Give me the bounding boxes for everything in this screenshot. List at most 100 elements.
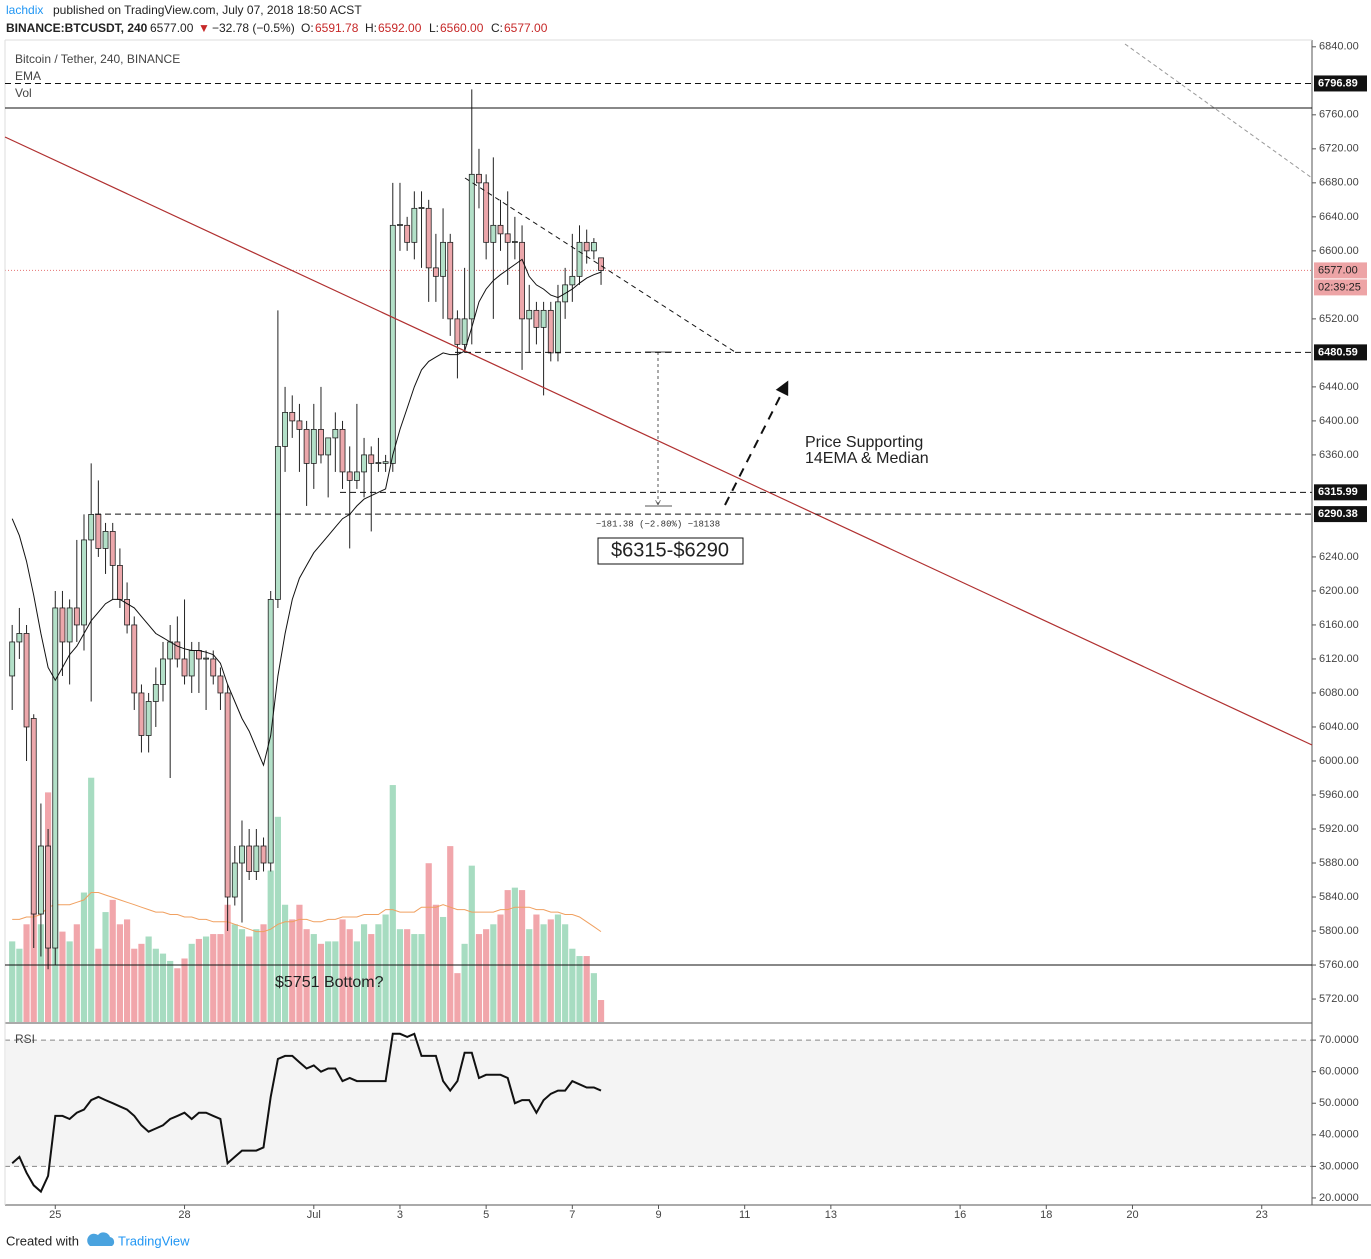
candle-body <box>45 845 52 949</box>
volume-bar <box>174 968 181 1022</box>
volume-bar <box>490 924 497 1022</box>
volume-bar <box>66 941 73 1022</box>
volume-bar <box>224 904 231 1022</box>
y-tick-label: 20.0000 <box>1319 1192 1359 1204</box>
candle-body <box>195 650 202 660</box>
candle-body <box>23 633 30 728</box>
volume-bar <box>59 931 66 1022</box>
volume-bar <box>411 934 418 1022</box>
volume-bar <box>360 924 368 1022</box>
candle-body <box>102 531 109 549</box>
y-tick-label: 30.0000 <box>1319 1160 1359 1172</box>
candle-body <box>303 428 310 464</box>
zone-box <box>597 537 744 565</box>
volume-bar <box>95 948 102 1022</box>
legend-entry: Vol <box>15 86 32 100</box>
volume-bar <box>138 943 145 1022</box>
y-tick-label: 6840.00 <box>1319 41 1359 53</box>
published: published on TradingView.com, July 07, 2… <box>53 3 362 17</box>
candle-body <box>447 241 454 320</box>
candle-body <box>590 242 597 252</box>
candle-body <box>37 845 44 915</box>
candle-body <box>440 241 446 277</box>
x-tick-label: 23 <box>1256 1209 1268 1221</box>
candle-body <box>555 301 561 354</box>
x-tick-label: 9 <box>655 1209 661 1221</box>
candle-body <box>124 599 130 626</box>
volume-bar <box>289 919 296 1022</box>
ohlc-value: 6592.00 <box>378 21 422 35</box>
candle-body <box>289 411 296 422</box>
arrow <box>724 380 789 506</box>
logo <box>87 1232 115 1246</box>
volume-bar <box>432 904 439 1022</box>
volume-bar <box>339 919 346 1022</box>
annotation: 14EMA & Median <box>805 450 929 467</box>
candle-body <box>397 224 403 226</box>
volume-bar <box>497 914 504 1022</box>
candle-body <box>296 420 303 430</box>
footer-brand[interactable]: TradingView <box>118 1233 190 1248</box>
rsi-band <box>6 1040 1312 1167</box>
volume-bar <box>447 846 454 1022</box>
volume-bar <box>368 934 375 1022</box>
plot-layer <box>5 89 1312 1194</box>
author[interactable]: lachdix <box>6 3 43 17</box>
ohlc-key: L: <box>429 21 439 35</box>
volume-bar <box>526 929 533 1022</box>
candle-body <box>569 275 576 286</box>
volume-bar <box>353 941 360 1022</box>
candle-body <box>267 599 274 864</box>
last-price-tag <box>1314 262 1367 279</box>
volume-bar <box>238 929 246 1022</box>
y-tick-label: 5800.00 <box>1319 925 1359 937</box>
x-tick-label: 5 <box>483 1209 489 1221</box>
volume-bar <box>102 912 109 1022</box>
y-tick-label: 6640.00 <box>1319 211 1359 223</box>
last: 6577.00 <box>150 21 194 35</box>
candle-body <box>533 309 540 328</box>
volume-bar <box>37 924 44 1022</box>
candle-body <box>547 309 554 354</box>
ohlc-value: 6591.78 <box>315 21 359 35</box>
volume-bar <box>325 941 332 1022</box>
candle-body <box>9 641 16 677</box>
candle-body <box>66 607 73 643</box>
volume-bar <box>583 956 590 1022</box>
candle-body <box>73 607 80 626</box>
symbol: BINANCE:BTCUSDT, 240 <box>6 21 148 35</box>
volume-bar <box>418 934 425 1022</box>
candle-body <box>88 514 95 541</box>
volume-bar <box>16 948 23 1022</box>
candle-body <box>160 658 166 685</box>
volume-bar <box>260 924 267 1022</box>
volume-bar <box>576 956 583 1022</box>
legend-entry: EMA <box>15 69 41 83</box>
measure-label: −181.38 (−2.80%) −18138 <box>596 519 720 529</box>
volume-bar <box>303 929 310 1022</box>
countdown-tag <box>1314 279 1367 296</box>
level-label: 6796.89 <box>1318 77 1358 89</box>
volume-bar <box>597 1000 605 1022</box>
y-tick-label: 6160.00 <box>1319 619 1359 631</box>
volume-bar <box>425 863 432 1022</box>
volume-bar <box>310 934 317 1022</box>
y-tick-label: 5760.00 <box>1319 959 1359 971</box>
volume-bar <box>346 929 353 1022</box>
candle-body <box>325 437 332 456</box>
candle-body <box>181 658 188 677</box>
candle-body <box>274 446 281 600</box>
y-tick-label: 6000.00 <box>1319 755 1359 767</box>
candle-body <box>59 607 66 643</box>
volume-bar <box>547 919 554 1022</box>
y-tick-label: 6720.00 <box>1319 143 1359 155</box>
volume-bar <box>332 941 339 1022</box>
y-tick-label: 6240.00 <box>1319 551 1359 563</box>
volume-bar <box>167 960 174 1022</box>
volume-bar <box>454 973 461 1022</box>
candle-body <box>432 267 439 277</box>
candle-body <box>504 233 511 243</box>
level-tag <box>1314 484 1367 501</box>
candle-body <box>246 845 253 872</box>
volume-bar <box>396 929 404 1022</box>
